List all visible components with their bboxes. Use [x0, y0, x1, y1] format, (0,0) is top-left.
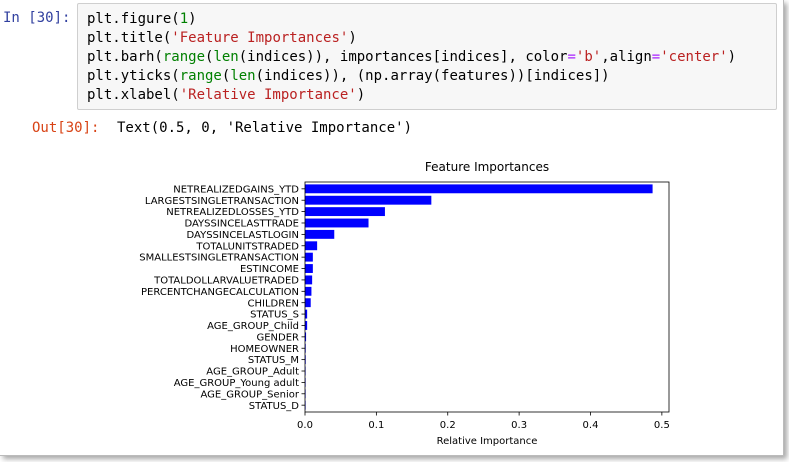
xtick-label-4: 0.4: [583, 420, 599, 431]
ytick-label-13: GENDER: [256, 332, 299, 343]
xtick-label-2: 0.2: [440, 420, 456, 431]
ytick-label-14: HOMEOWNER: [230, 344, 299, 355]
chart-title: Feature Importances: [425, 160, 549, 174]
ytick-label-19: STATUS_D: [249, 401, 300, 412]
bar-13: [305, 332, 307, 342]
xtick-label-0: 0.0: [297, 420, 313, 431]
bar-12: [305, 321, 308, 330]
ytick-label-12: AGE_GROUP_Child: [207, 321, 299, 332]
ytick-label-3: DAYSSINCELASTTRADE: [184, 219, 299, 230]
ytick-label-11: STATUS_S: [250, 310, 299, 321]
code-editor[interactable]: plt.figure(1) plt.title('Feature Importa…: [77, 3, 777, 110]
code-line-1: plt.figure(1): [87, 11, 197, 27]
ytick-label-18: AGE_GROUP_Senior: [201, 389, 300, 400]
code-line-2: plt.title('Feature Importances'): [87, 30, 357, 46]
bar-3: [305, 218, 369, 228]
plot-frame: [304, 181, 670, 413]
bar-8: [305, 275, 313, 285]
bar-6: [305, 252, 313, 262]
ytick-label-15: STATUS_M: [248, 355, 299, 366]
output-prompt: Out[30]:: [32, 120, 100, 136]
bar-1: [305, 195, 432, 205]
bar-4: [305, 229, 335, 239]
output-text: Text(0.5, 0, 'Relative Importance'): [117, 120, 413, 136]
code-line-3: plt.barh(range(len(indices)), importance…: [87, 49, 737, 65]
xtick-label-3: 0.3: [511, 420, 527, 431]
code-line-5: plt.xlabel('Relative Importance'): [87, 87, 366, 103]
x-axis-label: Relative Importance: [437, 436, 538, 447]
bar-5: [305, 241, 318, 251]
ytick-label-8: TOTALDOLLARVALUETRADED: [153, 276, 299, 287]
ytick-label-5: TOTALUNITSTRADED: [195, 241, 299, 252]
ytick-label-4: DAYSSINCELASTLOGIN: [187, 230, 300, 241]
ytick-label-6: SMALLESTSINGLETRANSACTION: [139, 253, 299, 264]
bar-0: [305, 184, 653, 194]
xtick-label-1: 0.1: [368, 420, 384, 431]
ytick-label-7: ESTINCOME: [240, 264, 299, 275]
ytick-label-2: NETREALIZEDLOSSES_YTD: [166, 207, 299, 218]
ytick-label-9: PERCENTCHANGECALCULATION: [141, 287, 299, 298]
ytick-label-0: NETREALIZEDGAINS_YTD: [173, 184, 299, 195]
ytick-label-16: AGE_GROUP_Adult: [206, 367, 299, 378]
bar-2: [305, 207, 385, 217]
bar-10: [305, 298, 311, 308]
ytick-label-10: CHILDREN: [248, 298, 299, 309]
code-line-4: plt.yticks(range(len(indices)), (np.arra…: [87, 68, 610, 84]
bar-9: [305, 286, 312, 296]
xtick-label-5: 0.5: [654, 420, 670, 431]
bar-11: [305, 309, 308, 319]
ytick-label-1: LARGESTSINGLETRANSACTION: [145, 196, 299, 207]
ytick-label-17: AGE_GROUP_Young adult: [174, 378, 299, 389]
bar-7: [305, 264, 313, 273]
input-prompt: In [30]:: [3, 10, 71, 26]
